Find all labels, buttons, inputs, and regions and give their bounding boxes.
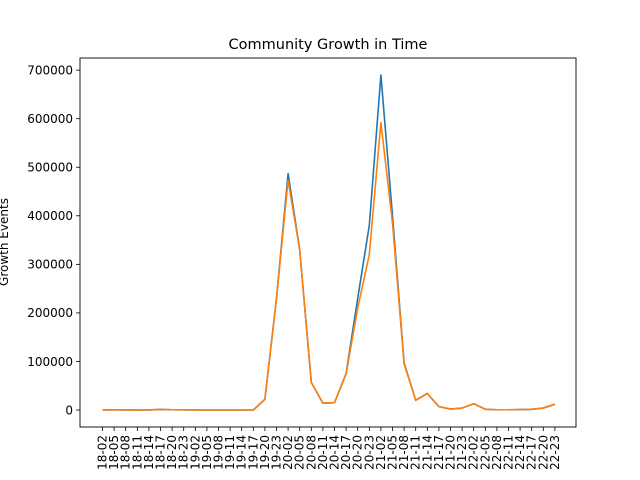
y-tick-label: 300000	[27, 258, 73, 272]
x-tick-label: 21-14	[420, 435, 434, 470]
x-tick-label: 21-05	[386, 435, 400, 470]
x-tick-label: 18-20	[165, 435, 179, 470]
x-tick-label: 19-11	[223, 435, 237, 470]
x-tick-label: 22-14	[513, 435, 527, 470]
x-tick-label: 18-17	[154, 435, 168, 470]
series-line-2	[102, 121, 556, 411]
x-tick-label: 21-08	[397, 435, 411, 470]
x-tick-label: 19-23	[270, 435, 284, 470]
x-tick-label: 18-05	[107, 435, 121, 470]
x-tick-label: 18-08	[119, 435, 133, 470]
y-tick-label: 100000	[27, 355, 73, 369]
x-tick-label: 18-11	[130, 435, 144, 470]
x-tick-label: 18-02	[96, 435, 110, 470]
chart-title: Community Growth in Time	[229, 37, 428, 53]
y-axis-label: Growth Events	[0, 198, 11, 286]
x-tick-label: 18-23	[177, 435, 191, 470]
y-tick-label: 700000	[27, 63, 73, 77]
x-tick-label: 22-23	[548, 435, 562, 470]
x-tick-label: 21-20	[444, 435, 458, 470]
x-tick-label: 18-14	[142, 435, 156, 470]
y-tick-label: 600000	[27, 112, 73, 126]
x-tick-label: 19-05	[200, 435, 214, 470]
x-tick-label: 19-08	[212, 435, 226, 470]
x-tick-label: 19-14	[235, 435, 249, 470]
x-tick-label: 20-02	[281, 435, 295, 470]
x-tick-label: 19-02	[188, 435, 202, 470]
x-tick-label: 20-11	[316, 435, 330, 470]
x-tick-label: 19-20	[258, 435, 272, 470]
x-tick-label: 22-02	[467, 435, 481, 470]
x-tick-label: 22-05	[478, 435, 492, 470]
x-tick-label: 22-20	[536, 435, 550, 470]
x-tick-label: 21-02	[374, 435, 388, 470]
x-tick-label: 20-17	[339, 435, 353, 470]
x-tick-label: 21-23	[455, 435, 469, 470]
x-tick-label: 20-20	[351, 435, 365, 470]
y-tick-label: 200000	[27, 306, 73, 320]
y-tick-label: 500000	[27, 161, 73, 175]
x-tick-label: 22-17	[525, 435, 539, 470]
x-tick-label: 20-05	[293, 435, 307, 470]
x-tick-label: 20-08	[304, 435, 318, 470]
x-tick-label: 19-17	[246, 435, 260, 470]
x-tick-label: 22-08	[490, 435, 504, 470]
plot-area-frame	[79, 57, 577, 428]
x-tick-label: 20-14	[328, 435, 342, 470]
y-tick-label: 400000	[27, 209, 73, 223]
x-tick-label: 22-11	[502, 435, 516, 470]
y-tick-label: 0	[65, 403, 73, 417]
x-tick-label: 21-11	[409, 435, 423, 470]
series-line-1	[102, 74, 556, 411]
x-tick-label: 21-17	[432, 435, 446, 470]
x-tick-label: 20-23	[362, 435, 376, 470]
